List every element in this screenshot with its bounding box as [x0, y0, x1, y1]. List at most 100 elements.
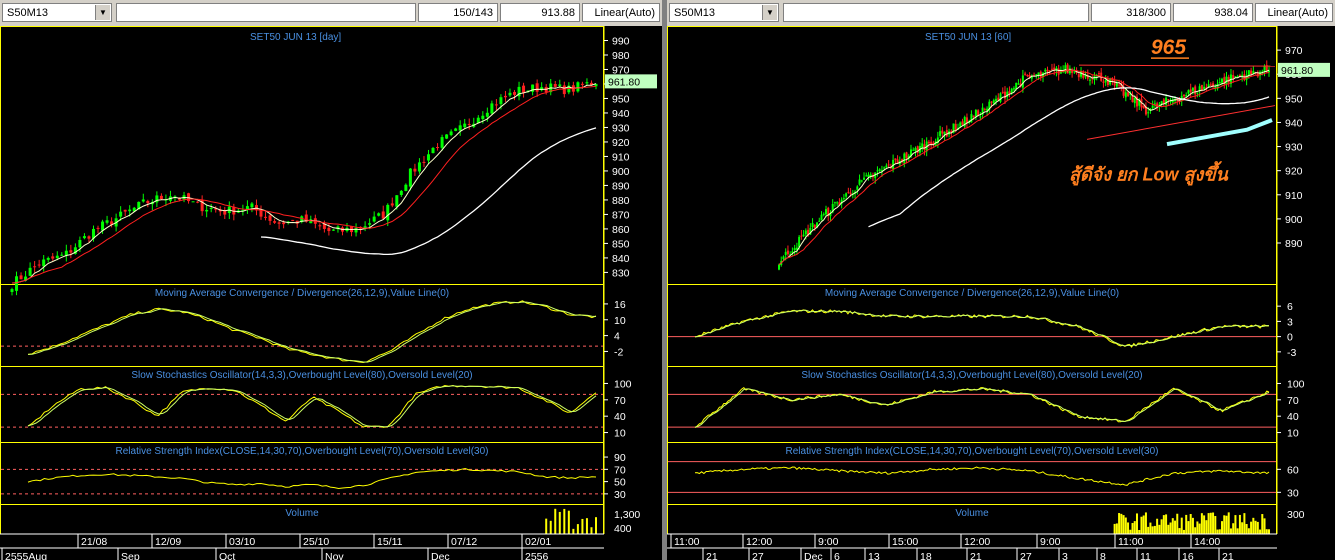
candle-body — [1200, 85, 1203, 91]
date-top-label-4: 12:00 — [964, 536, 990, 548]
candle-body — [64, 250, 68, 256]
candle-body — [965, 117, 968, 124]
chevron-down-icon[interactable]: ▼ — [762, 5, 777, 20]
candle-body — [1057, 68, 1060, 75]
right-scale-select[interactable]: Linear(Auto) — [1255, 3, 1333, 22]
volume-bar — [1250, 521, 1253, 534]
candle-body — [907, 155, 910, 159]
rsi-line — [27, 467, 597, 490]
candle-body — [1012, 88, 1015, 90]
panel-divider[interactable] — [662, 0, 667, 560]
price-tick-label-2: 950 — [1285, 93, 1303, 105]
right-symbol-select[interactable]: S50M13 ▼ — [669, 3, 779, 22]
candle-body — [1212, 83, 1215, 87]
candle-body — [932, 142, 935, 145]
volume-bar — [1247, 528, 1250, 534]
stoch-tick-label-2: 40 — [1287, 411, 1299, 423]
ma-long-line — [260, 127, 597, 256]
candle-body — [250, 203, 254, 208]
date-bottom-label-4: Dec — [431, 551, 450, 560]
candle-body — [820, 214, 823, 221]
volume-bar — [1198, 523, 1201, 534]
candle-body — [800, 235, 803, 237]
candle-body — [1203, 86, 1206, 90]
volume-bar — [545, 518, 548, 534]
candle-body — [259, 209, 263, 217]
candle-body — [304, 214, 308, 222]
date-bottom-label-11: 16 — [1182, 551, 1194, 560]
candle-body — [865, 175, 868, 177]
left-bar-count: 150/143 — [418, 3, 498, 22]
volume-bar — [1234, 515, 1237, 534]
volume-bar — [1241, 522, 1244, 534]
candle-body — [959, 122, 962, 127]
candle-body — [1073, 71, 1076, 73]
volume-bars — [1113, 512, 1270, 534]
date-top-label-2: 9:00 — [818, 536, 839, 548]
price-tick-label-4: 930 — [1285, 142, 1303, 154]
right-chart-panel: S50M13 ▼ 318/300 938.04 Linear(Auto) 970… — [667, 0, 1335, 560]
date-top-label-1: 12:00 — [746, 536, 772, 548]
volume-bar — [1165, 514, 1168, 534]
left-scale-select[interactable]: Linear(Auto) — [582, 3, 660, 22]
candle-body — [1019, 83, 1022, 87]
candle-body — [1030, 76, 1033, 79]
ma-long-line — [868, 87, 1270, 228]
candle-body — [1169, 100, 1172, 102]
volume-bar — [590, 527, 593, 534]
candle-body — [1097, 73, 1100, 75]
candle-body — [795, 247, 798, 250]
volume-bar — [1227, 512, 1230, 534]
date-top-label-6: 02/01 — [525, 536, 551, 548]
candle-body — [386, 204, 390, 221]
candle-body — [436, 147, 440, 149]
volume-bar — [1127, 522, 1130, 534]
right-toolbar-blank — [783, 3, 1089, 22]
date-bottom-label-2: Oct — [219, 551, 235, 560]
candle-body — [1151, 105, 1154, 109]
candle-body — [992, 100, 995, 104]
candle-body — [1207, 84, 1210, 87]
stoch-tick-label-0: 100 — [1287, 378, 1305, 390]
rsi-tick-label-2: 50 — [614, 477, 626, 489]
candle-body — [1066, 64, 1069, 74]
candle-body — [1167, 99, 1170, 101]
volume-bar — [576, 524, 579, 534]
candle-body — [1008, 91, 1011, 95]
date-top-label-0: 21/08 — [81, 536, 107, 548]
candle-body — [883, 167, 886, 169]
candle-body — [91, 228, 95, 239]
left-chart-svg[interactable]: 9909809709609509409309209109008908808708… — [0, 26, 662, 560]
volume-bar — [1144, 512, 1147, 534]
price-tick-label-7: 920 — [612, 137, 630, 149]
candle-body — [214, 208, 218, 210]
price-tick-label-16: 830 — [612, 267, 630, 279]
stoch-tick-label-3: 10 — [614, 428, 626, 440]
candle-body — [1198, 86, 1201, 92]
candle-body — [1250, 70, 1253, 75]
volume-bar — [1131, 523, 1134, 534]
candle-body — [1144, 106, 1147, 115]
left-symbol-select[interactable]: S50M13 ▼ — [2, 3, 112, 22]
chevron-down-icon[interactable]: ▼ — [95, 5, 110, 20]
candle-body — [449, 131, 453, 136]
candle-body — [974, 110, 977, 117]
right-chart-svg[interactable]: 970960950940930920910900890SET50 JUN 13 … — [667, 26, 1335, 560]
candle-body — [1006, 91, 1009, 98]
volume-bar — [1171, 518, 1174, 534]
candle-body — [1142, 105, 1145, 109]
resistance-annotation: 965 — [1151, 36, 1186, 59]
candle-body — [1037, 72, 1040, 76]
candle-body — [141, 199, 145, 202]
candle-body — [494, 104, 498, 106]
candle-body — [791, 251, 794, 254]
candle-body — [119, 211, 123, 217]
candle-body — [589, 82, 593, 85]
macd-title: Moving Average Convergence / Divergence(… — [155, 288, 449, 299]
date-bottom-label-0: 21 — [706, 551, 718, 560]
macd-signal-line — [694, 309, 1270, 347]
stoch-signal-line — [694, 387, 1270, 428]
candle-body — [209, 208, 213, 210]
stoch-title: Slow Stochastics Oscillator(14,3,3),Over… — [801, 370, 1142, 381]
last-price-label: 961.80 — [608, 76, 640, 88]
